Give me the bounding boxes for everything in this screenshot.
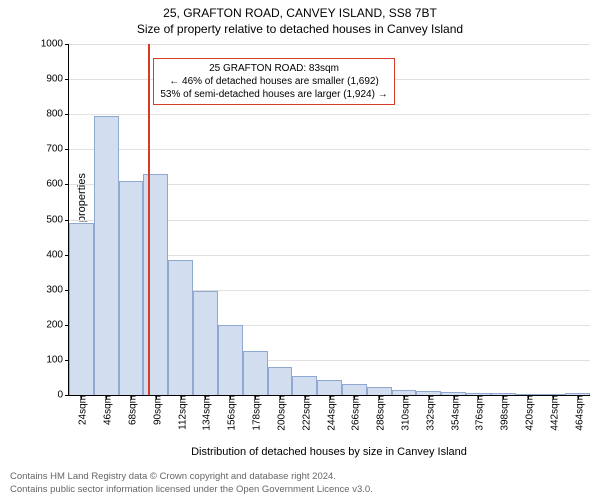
x-tick-label: 288sqm — [372, 395, 387, 431]
bar — [119, 181, 144, 395]
x-tick-mark — [528, 395, 529, 399]
chart-title-sub: Size of property relative to detached ho… — [0, 20, 600, 36]
x-tick-label: 244sqm — [322, 395, 337, 431]
x-tick-label: 90sqm — [148, 395, 163, 425]
footer-attribution: Contains HM Land Registry data © Crown c… — [10, 471, 590, 496]
x-tick-label: 354sqm — [446, 395, 461, 431]
bar-slot: 332sqm — [416, 44, 441, 395]
x-tick-mark — [404, 395, 405, 399]
x-tick-label: 156sqm — [223, 395, 238, 431]
bar — [168, 260, 193, 395]
x-tick-label: 46sqm — [99, 395, 114, 425]
bar-slot: 420sqm — [516, 44, 541, 395]
x-tick-mark — [330, 395, 331, 399]
bar-slot: 310sqm — [392, 44, 417, 395]
x-tick-mark — [205, 395, 206, 399]
x-tick-label: 222sqm — [297, 395, 312, 431]
x-tick-mark — [280, 395, 281, 399]
x-tick-mark — [305, 395, 306, 399]
bar — [317, 380, 342, 395]
chart-title-main: 25, GRAFTON ROAD, CANVEY ISLAND, SS8 7BT — [0, 0, 600, 20]
footer-line2: Contains public sector information licen… — [10, 484, 590, 496]
annotation-line2: ← 46% of detached houses are smaller (1,… — [160, 75, 387, 88]
x-tick-mark — [255, 395, 256, 399]
bar-slot: 376sqm — [466, 44, 491, 395]
x-tick-label: 24sqm — [74, 395, 89, 425]
bar — [342, 384, 367, 395]
x-tick-label: 200sqm — [272, 395, 287, 431]
x-tick-label: 332sqm — [421, 395, 436, 431]
x-axis-label: Distribution of detached houses by size … — [68, 446, 590, 458]
x-tick-mark — [379, 395, 380, 399]
bar — [218, 325, 243, 395]
bar — [94, 116, 119, 395]
bar-slot: 46sqm — [94, 44, 119, 395]
x-tick-mark — [578, 395, 579, 399]
x-tick-label: 266sqm — [347, 395, 362, 431]
x-tick-mark — [354, 395, 355, 399]
bar — [243, 351, 268, 395]
bar — [367, 387, 392, 395]
x-tick-label: 420sqm — [521, 395, 536, 431]
x-tick-label: 112sqm — [173, 395, 188, 430]
annotation-line1: 25 GRAFTON ROAD: 83sqm — [160, 62, 387, 75]
x-tick-mark — [106, 395, 107, 399]
x-tick-label: 178sqm — [248, 395, 263, 431]
x-tick-label: 464sqm — [570, 395, 585, 431]
bar-slot: 398sqm — [491, 44, 516, 395]
x-tick-mark — [156, 395, 157, 399]
x-tick-label: 310sqm — [396, 395, 411, 431]
x-tick-mark — [230, 395, 231, 399]
x-tick-label: 68sqm — [124, 395, 139, 425]
annotation-box: 25 GRAFTON ROAD: 83sqm ← 46% of detached… — [153, 58, 394, 105]
x-tick-mark — [503, 395, 504, 399]
plot-area: 24sqm46sqm68sqm90sqm112sqm134sqm156sqm17… — [68, 44, 590, 396]
x-tick-label: 134sqm — [198, 395, 213, 431]
bar-slot: 68sqm — [119, 44, 144, 395]
y-tick-mark — [65, 395, 69, 396]
bar — [69, 223, 94, 395]
bar-slot: 354sqm — [441, 44, 466, 395]
x-tick-mark — [478, 395, 479, 399]
x-tick-mark — [181, 395, 182, 399]
x-tick-mark — [131, 395, 132, 399]
footer-line1: Contains HM Land Registry data © Crown c… — [10, 471, 590, 483]
x-tick-label: 376sqm — [471, 395, 486, 431]
chart-container: Number of detached properties 24sqm46sqm… — [0, 40, 600, 458]
x-tick-mark — [553, 395, 554, 399]
x-tick-mark — [81, 395, 82, 399]
bar-slot: 464sqm — [565, 44, 590, 395]
bar — [292, 376, 317, 395]
x-tick-label: 442sqm — [545, 395, 560, 431]
bar — [193, 291, 218, 395]
bar — [268, 367, 293, 395]
annotation-line3: 53% of semi-detached houses are larger (… — [160, 88, 387, 101]
x-tick-label: 398sqm — [496, 395, 511, 431]
bar-slot: 442sqm — [540, 44, 565, 395]
x-tick-mark — [429, 395, 430, 399]
x-tick-mark — [454, 395, 455, 399]
bar-slot: 24sqm — [69, 44, 94, 395]
reference-line — [148, 44, 150, 395]
